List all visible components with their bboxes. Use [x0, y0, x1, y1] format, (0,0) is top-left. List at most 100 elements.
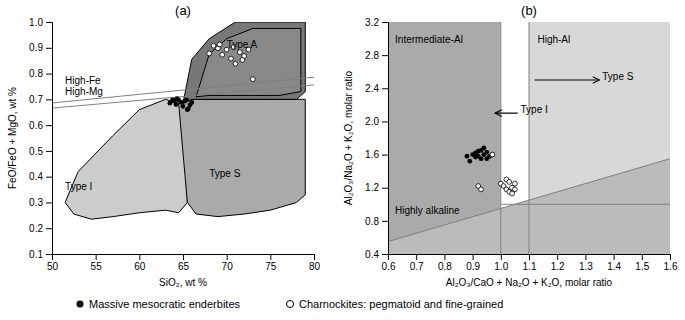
- y-tick-label: 0.2: [29, 223, 43, 234]
- x-tick: 80: [309, 254, 321, 272]
- y-tick: 0.2: [29, 223, 52, 234]
- y-tick: 0.9: [29, 42, 52, 53]
- point: [207, 51, 212, 56]
- x-tick-mark: [529, 254, 530, 260]
- annotation: Intermediate-Al: [395, 34, 463, 45]
- y-tick-mark: [382, 254, 388, 255]
- figure: 505560657075800.10.20.30.40.50.60.70.80.…: [0, 0, 685, 320]
- y-tick-label: 0.1: [29, 249, 43, 260]
- x-tick-label: 1.6: [664, 261, 678, 272]
- x-tick-mark: [585, 254, 586, 260]
- y-tick-label: 0.5: [29, 146, 43, 157]
- x-tick-label: 1.1: [523, 261, 537, 272]
- point: [174, 96, 179, 101]
- x-tick: 0.8: [438, 254, 452, 272]
- region: [179, 99, 306, 216]
- x-tick-label: 80: [309, 261, 321, 272]
- x-tick-mark: [139, 254, 140, 260]
- point: [237, 50, 242, 55]
- x-tick: 75: [265, 254, 277, 272]
- plot-area: [388, 22, 670, 254]
- point: [476, 149, 481, 154]
- x-tick-label: 1.3: [579, 261, 593, 272]
- point: [181, 104, 186, 109]
- y-tick: 0.1: [29, 249, 52, 260]
- x-axis-line: [53, 255, 315, 261]
- x-tick: 1.4: [607, 254, 621, 272]
- x-tick-label: 0.9: [466, 261, 480, 272]
- annotation: Type S: [209, 168, 240, 179]
- y-tick-label: 0.4: [29, 171, 43, 182]
- y-tick-mark: [382, 188, 388, 189]
- y-axis: 0.10.20.30.40.50.60.70.80.91.0: [29, 17, 52, 260]
- x-tick: 0.9: [466, 254, 480, 272]
- boundary-line: [501, 204, 670, 205]
- y-tick-label: 0.8: [29, 68, 43, 79]
- x-tick: 1.6: [664, 254, 678, 272]
- annotation: Highly alkaline: [395, 205, 460, 216]
- point: [513, 187, 518, 192]
- point: [467, 159, 472, 164]
- y-tick: 1.6: [365, 149, 388, 160]
- annotation: High-Mg: [65, 86, 103, 97]
- point: [233, 61, 238, 66]
- point: [481, 146, 486, 151]
- x-tick-label: 1.0: [494, 261, 508, 272]
- x-tick-mark: [96, 254, 97, 260]
- legend-label: Charnockites: pegmatoid and fine-grained: [299, 298, 503, 310]
- boundary-line: [529, 22, 530, 254]
- x-tick-mark: [227, 254, 228, 260]
- y-tick-mark: [382, 22, 388, 23]
- plot-area: [52, 22, 314, 219]
- panel: 0.60.70.80.91.01.11.21.31.41.51.60.40.81…: [343, 3, 678, 288]
- x-tick-label: 0.7: [410, 261, 424, 272]
- x-tick-mark: [614, 254, 615, 260]
- y-tick-mark: [46, 74, 52, 75]
- point: [189, 100, 194, 105]
- y-tick-label: 1.2: [365, 182, 379, 193]
- y-tick-mark: [46, 254, 52, 255]
- x-tick: 0.6: [382, 254, 396, 272]
- point: [174, 102, 179, 107]
- y-tick-label: 0.7: [29, 94, 43, 105]
- series: [476, 152, 517, 196]
- y-tick: 0.5: [29, 146, 52, 157]
- legend-symbol: [287, 301, 294, 308]
- y-tick: 1.0: [29, 17, 52, 28]
- x-tick: 1.5: [635, 254, 649, 272]
- x-tick-mark: [670, 254, 671, 260]
- x-tick-label: 75: [265, 261, 277, 272]
- point: [490, 152, 495, 157]
- y-tick-label: 1.0: [29, 17, 43, 28]
- x-tick-mark: [557, 254, 558, 260]
- x-tick-label: 1.4: [607, 261, 621, 272]
- x-tick-mark: [270, 254, 271, 260]
- x-tick-label: 50: [47, 261, 59, 272]
- point: [185, 107, 190, 112]
- x-tick: 0.7: [410, 254, 424, 272]
- point: [479, 156, 484, 161]
- x-axis: 50556065707580: [47, 254, 321, 272]
- y-tick-label: 2.4: [365, 83, 379, 94]
- y-tick-mark: [46, 177, 52, 178]
- annotation: Type I: [65, 181, 92, 192]
- point: [513, 181, 518, 186]
- legend-label: Massive mesocratic enderbites: [89, 298, 241, 310]
- annotation: Type I: [521, 104, 548, 115]
- y-axis-title: Al₂O₃/Na₂O + K₂O, molar ratio: [343, 70, 354, 205]
- point: [250, 77, 255, 82]
- x-tick: 1.2: [551, 254, 565, 272]
- arrow: [535, 79, 600, 80]
- point: [184, 97, 189, 102]
- point: [170, 97, 175, 102]
- x-tick-label: 60: [134, 261, 146, 272]
- x-tick: 50: [47, 254, 59, 272]
- x-tick: 1.1: [523, 254, 537, 272]
- point: [507, 180, 512, 185]
- x-tick-label: 70: [222, 261, 234, 272]
- x-axis-title: Al₂O₃/CaO + Na₂O + K₂O, molar ratio: [446, 277, 613, 288]
- x-tick-mark: [473, 254, 474, 260]
- x-tick: 1.3: [579, 254, 593, 272]
- x-tick-mark: [642, 254, 643, 260]
- point: [473, 155, 478, 160]
